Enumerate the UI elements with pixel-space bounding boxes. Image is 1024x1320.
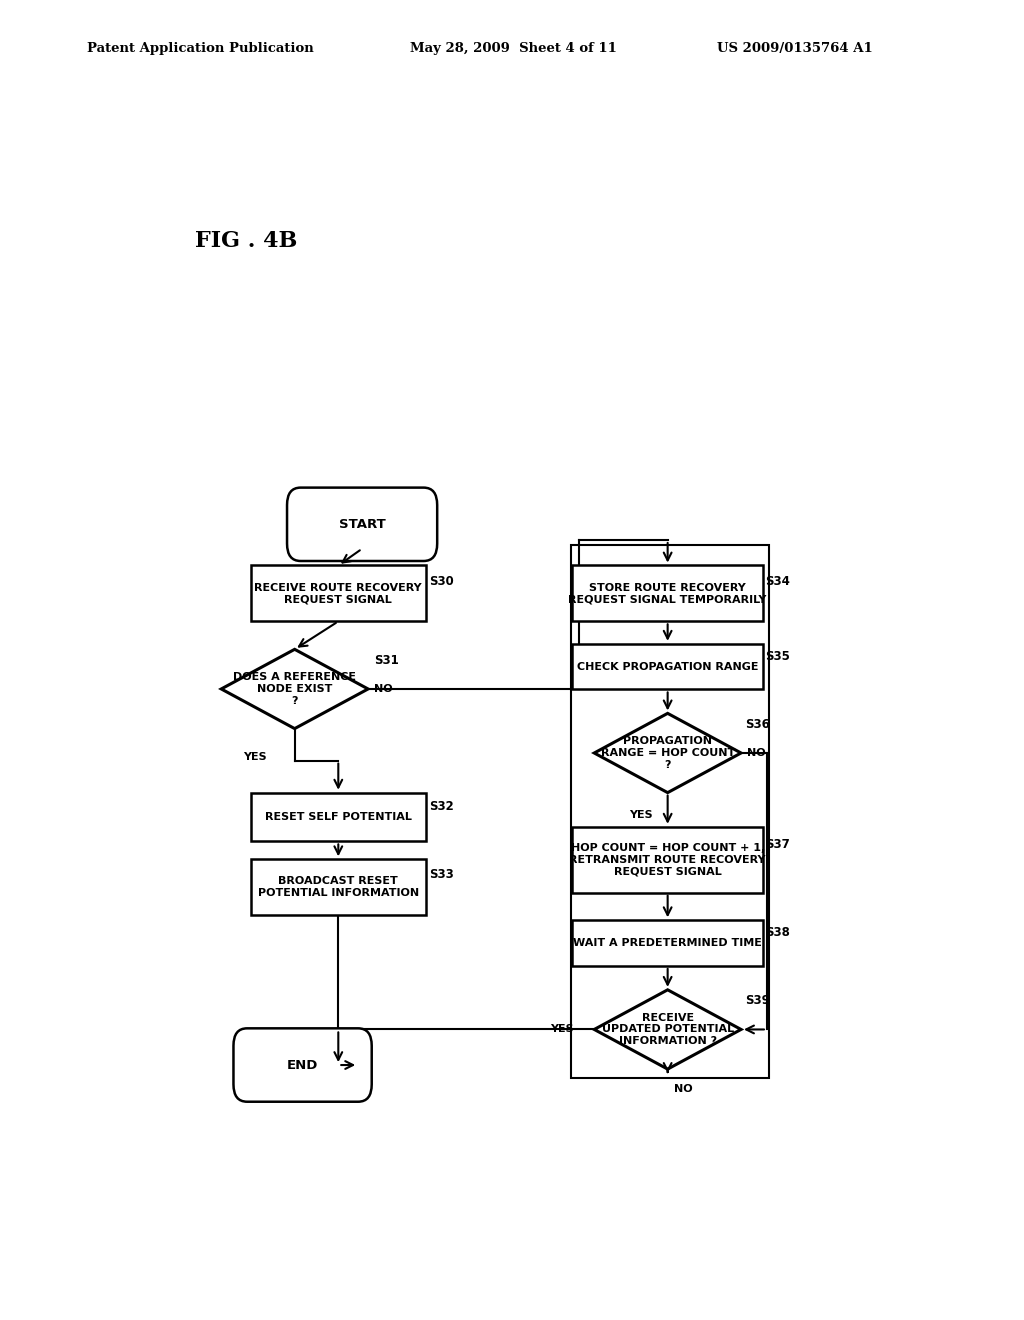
Text: YES: YES [630, 810, 653, 820]
Text: S35: S35 [765, 649, 791, 663]
FancyBboxPatch shape [287, 487, 437, 561]
Bar [572, 826, 763, 892]
Text: US 2009/0135764 A1: US 2009/0135764 A1 [717, 42, 872, 55]
Bar [570, 545, 769, 1078]
Text: PROPAGATION
RANGE = HOP COUNT
?: PROPAGATION RANGE = HOP COUNT ? [600, 737, 735, 770]
Text: RECEIVE
UPDATED POTENTIAL
INFORMATION ?: RECEIVE UPDATED POTENTIAL INFORMATION ? [601, 1012, 734, 1045]
Bar [572, 565, 763, 622]
Text: END: END [287, 1059, 318, 1072]
Text: YES: YES [243, 752, 266, 762]
Bar [251, 859, 426, 915]
Text: RECEIVE ROUTE RECOVERY
REQUEST SIGNAL: RECEIVE ROUTE RECOVERY REQUEST SIGNAL [255, 582, 422, 605]
Polygon shape [594, 990, 741, 1069]
Text: S37: S37 [765, 838, 790, 851]
Polygon shape [221, 649, 368, 729]
Text: STORE ROUTE RECOVERY
REQUEST SIGNAL TEMPORARILY: STORE ROUTE RECOVERY REQUEST SIGNAL TEMP… [568, 582, 767, 605]
Text: DOES A REFERENCE
NODE EXIST
?: DOES A REFERENCE NODE EXIST ? [233, 672, 356, 706]
Text: S38: S38 [765, 927, 791, 940]
Text: S31: S31 [374, 653, 398, 667]
Bar [572, 644, 763, 689]
Text: NO: NO [375, 684, 393, 694]
Text: YES: YES [551, 1024, 574, 1035]
FancyBboxPatch shape [233, 1028, 372, 1102]
Bar [251, 792, 426, 841]
Text: S39: S39 [745, 994, 770, 1007]
Text: RESET SELF POTENTIAL: RESET SELF POTENTIAL [265, 812, 412, 822]
Text: BROADCAST RESET
POTENTIAL INFORMATION: BROADCAST RESET POTENTIAL INFORMATION [258, 876, 419, 898]
Text: START: START [339, 517, 385, 531]
Polygon shape [594, 713, 741, 792]
Bar [572, 920, 763, 966]
Text: S32: S32 [430, 800, 455, 813]
Text: S33: S33 [430, 869, 455, 882]
Text: Patent Application Publication: Patent Application Publication [87, 42, 313, 55]
Text: WAIT A PREDETERMINED TIME: WAIT A PREDETERMINED TIME [573, 939, 762, 948]
Text: FIG . 4B: FIG . 4B [196, 230, 298, 252]
Text: HOP COUNT = HOP COUNT + 1,
RETRANSMIT ROUTE RECOVERY
REQUEST SIGNAL: HOP COUNT = HOP COUNT + 1, RETRANSMIT RO… [569, 843, 766, 876]
Text: S30: S30 [430, 574, 455, 587]
Text: S36: S36 [745, 718, 770, 731]
Text: NO: NO [748, 748, 766, 758]
Text: S34: S34 [765, 574, 791, 587]
Bar [251, 565, 426, 622]
Text: CHECK PROPAGATION RANGE: CHECK PROPAGATION RANGE [577, 661, 759, 672]
Text: May 28, 2009  Sheet 4 of 11: May 28, 2009 Sheet 4 of 11 [410, 42, 616, 55]
Text: NO: NO [674, 1085, 692, 1094]
